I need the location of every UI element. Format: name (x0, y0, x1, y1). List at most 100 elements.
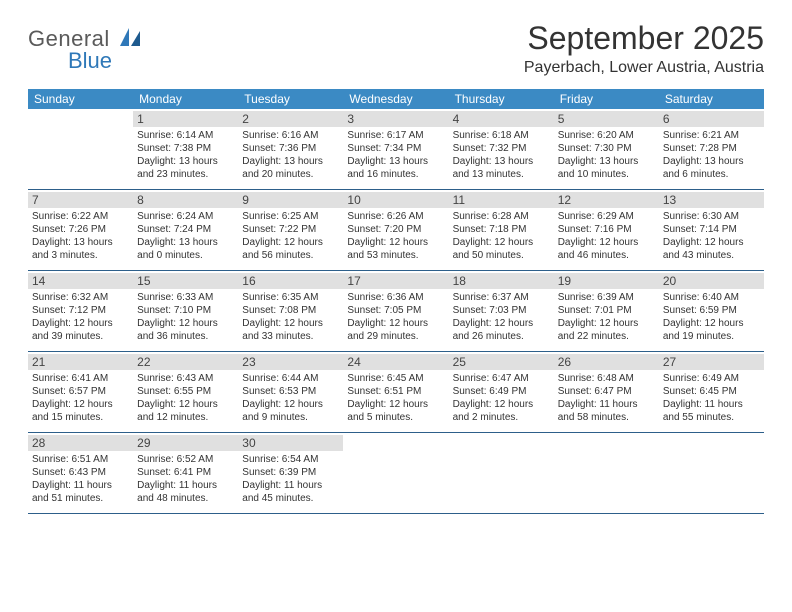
day-cell: 19Sunrise: 6:39 AMSunset: 7:01 PMDayligh… (554, 271, 659, 351)
sunrise-text: Sunrise: 6:47 AM (453, 372, 550, 385)
day-cell (659, 433, 764, 513)
sunset-text: Sunset: 7:36 PM (242, 142, 339, 155)
sunset-text: Sunset: 7:38 PM (137, 142, 234, 155)
sunrise-text: Sunrise: 6:30 AM (663, 210, 760, 223)
day-number: 20 (659, 273, 764, 289)
day-cell: 30Sunrise: 6:54 AMSunset: 6:39 PMDayligh… (238, 433, 343, 513)
day-cell: 12Sunrise: 6:29 AMSunset: 7:16 PMDayligh… (554, 190, 659, 270)
daylight-text: Daylight: 13 hours and 3 minutes. (32, 236, 129, 262)
day-cell: 2Sunrise: 6:16 AMSunset: 7:36 PMDaylight… (238, 109, 343, 189)
day-cell (554, 433, 659, 513)
sunrise-text: Sunrise: 6:21 AM (663, 129, 760, 142)
week-row: 7Sunrise: 6:22 AMSunset: 7:26 PMDaylight… (28, 190, 764, 271)
daylight-text: Daylight: 12 hours and 2 minutes. (453, 398, 550, 424)
daylight-text: Daylight: 12 hours and 29 minutes. (347, 317, 444, 343)
sunrise-text: Sunrise: 6:39 AM (558, 291, 655, 304)
day-cell (449, 433, 554, 513)
title-block: September 2025 Payerbach, Lower Austria,… (524, 20, 764, 77)
day-cell: 8Sunrise: 6:24 AMSunset: 7:24 PMDaylight… (133, 190, 238, 270)
day-cell: 28Sunrise: 6:51 AMSunset: 6:43 PMDayligh… (28, 433, 133, 513)
daylight-text: Daylight: 13 hours and 6 minutes. (663, 155, 760, 181)
sunset-text: Sunset: 7:26 PM (32, 223, 129, 236)
dayhead-monday: Monday (133, 89, 238, 109)
day-cell: 13Sunrise: 6:30 AMSunset: 7:14 PMDayligh… (659, 190, 764, 270)
location: Payerbach, Lower Austria, Austria (524, 59, 764, 77)
daylight-text: Daylight: 12 hours and 50 minutes. (453, 236, 550, 262)
sunrise-text: Sunrise: 6:25 AM (242, 210, 339, 223)
day-number: 7 (28, 192, 133, 208)
day-number: 1 (133, 111, 238, 127)
daylight-text: Daylight: 13 hours and 0 minutes. (137, 236, 234, 262)
sunrise-text: Sunrise: 6:36 AM (347, 291, 444, 304)
day-number: 18 (449, 273, 554, 289)
week-row: 14Sunrise: 6:32 AMSunset: 7:12 PMDayligh… (28, 271, 764, 352)
sunrise-text: Sunrise: 6:45 AM (347, 372, 444, 385)
daylight-text: Daylight: 12 hours and 43 minutes. (663, 236, 760, 262)
brand-top: General (28, 26, 146, 52)
sails-icon (120, 26, 146, 52)
daylight-text: Daylight: 12 hours and 5 minutes. (347, 398, 444, 424)
daylight-text: Daylight: 12 hours and 9 minutes. (242, 398, 339, 424)
day-cell (28, 109, 133, 189)
daylight-text: Daylight: 12 hours and 39 minutes. (32, 317, 129, 343)
daylight-text: Daylight: 11 hours and 45 minutes. (242, 479, 339, 505)
sunset-text: Sunset: 6:55 PM (137, 385, 234, 398)
daylight-text: Daylight: 12 hours and 46 minutes. (558, 236, 655, 262)
sunset-text: Sunset: 7:05 PM (347, 304, 444, 317)
daylight-text: Daylight: 11 hours and 55 minutes. (663, 398, 760, 424)
sunrise-text: Sunrise: 6:22 AM (32, 210, 129, 223)
day-cell: 25 Sunrise: 6:47 AMSunset: 6:49 PMDayligh… (449, 352, 554, 432)
sunrise-text: Sunrise: 6:35 AM (242, 291, 339, 304)
day-number: 6 (659, 111, 764, 127)
sunset-text: Sunset: 6:43 PM (32, 466, 129, 479)
sunset-text: Sunset: 7:32 PM (453, 142, 550, 155)
sunset-text: Sunset: 7:30 PM (558, 142, 655, 155)
day-cell: 6Sunrise: 6:21 AMSunset: 7:28 PMDaylight… (659, 109, 764, 189)
day-cell: 4Sunrise: 6:18 AMSunset: 7:32 PMDaylight… (449, 109, 554, 189)
sunset-text: Sunset: 7:14 PM (663, 223, 760, 236)
day-cell: 11Sunrise: 6:28 AMSunset: 7:18 PMDayligh… (449, 190, 554, 270)
day-cell (343, 433, 448, 513)
day-cell: 1Sunrise: 6:14 AMSunset: 7:38 PMDaylight… (133, 109, 238, 189)
sunset-text: Sunset: 6:49 PM (453, 385, 550, 398)
sunset-text: Sunset: 6:59 PM (663, 304, 760, 317)
sunset-text: Sunset: 6:41 PM (137, 466, 234, 479)
sunrise-text: Sunrise: 6:54 AM (242, 453, 339, 466)
dayhead-saturday: Saturday (659, 89, 764, 109)
sunset-text: Sunset: 7:12 PM (32, 304, 129, 317)
sunrise-text: Sunrise: 6:24 AM (137, 210, 234, 223)
daylight-text: Daylight: 12 hours and 36 minutes. (137, 317, 234, 343)
day-number: 24 (343, 354, 448, 370)
weeks-container: 1Sunrise: 6:14 AMSunset: 7:38 PMDaylight… (28, 109, 764, 514)
day-cell: 3Sunrise: 6:17 AMSunset: 7:34 PMDaylight… (343, 109, 448, 189)
sunrise-text: Sunrise: 6:52 AM (137, 453, 234, 466)
sunset-text: Sunset: 7:16 PM (558, 223, 655, 236)
day-number: 23 (238, 354, 343, 370)
sunrise-text: Sunrise: 6:44 AM (242, 372, 339, 385)
sunset-text: Sunset: 7:10 PM (137, 304, 234, 317)
brand-logo: General Blue (28, 26, 146, 74)
sunset-text: Sunset: 7:18 PM (453, 223, 550, 236)
sunrise-text: Sunrise: 6:29 AM (558, 210, 655, 223)
day-number: 26 (554, 354, 659, 370)
sunrise-text: Sunrise: 6:43 AM (137, 372, 234, 385)
brand-top-text: General (28, 26, 110, 51)
dayhead-wednesday: Wednesday (343, 89, 448, 109)
day-number: 25 (449, 354, 554, 370)
sunset-text: Sunset: 7:22 PM (242, 223, 339, 236)
sunset-text: Sunset: 7:01 PM (558, 304, 655, 317)
sunset-text: Sunset: 7:03 PM (453, 304, 550, 317)
day-number: 11 (449, 192, 554, 208)
sunset-text: Sunset: 6:45 PM (663, 385, 760, 398)
dayhead-sunday: Sunday (28, 89, 133, 109)
sunset-text: Sunset: 6:53 PM (242, 385, 339, 398)
day-cell: 17Sunrise: 6:36 AMSunset: 7:05 PMDayligh… (343, 271, 448, 351)
day-number: 21 (28, 354, 133, 370)
day-cell: 7 Sunrise: 6:22 AMSunset: 7:26 PMDaylight… (28, 190, 133, 270)
sunrise-text: Sunrise: 6:49 AM (663, 372, 760, 385)
daylight-text: Daylight: 12 hours and 19 minutes. (663, 317, 760, 343)
day-cell: 9Sunrise: 6:25 AMSunset: 7:22 PMDaylight… (238, 190, 343, 270)
day-cell: 15Sunrise: 6:33 AMSunset: 7:10 PMDayligh… (133, 271, 238, 351)
day-cell: 23 Sunrise: 6:44 AMSunset: 6:53 PMDayligh… (238, 352, 343, 432)
calendar: Sunday Monday Tuesday Wednesday Thursday… (28, 89, 764, 514)
